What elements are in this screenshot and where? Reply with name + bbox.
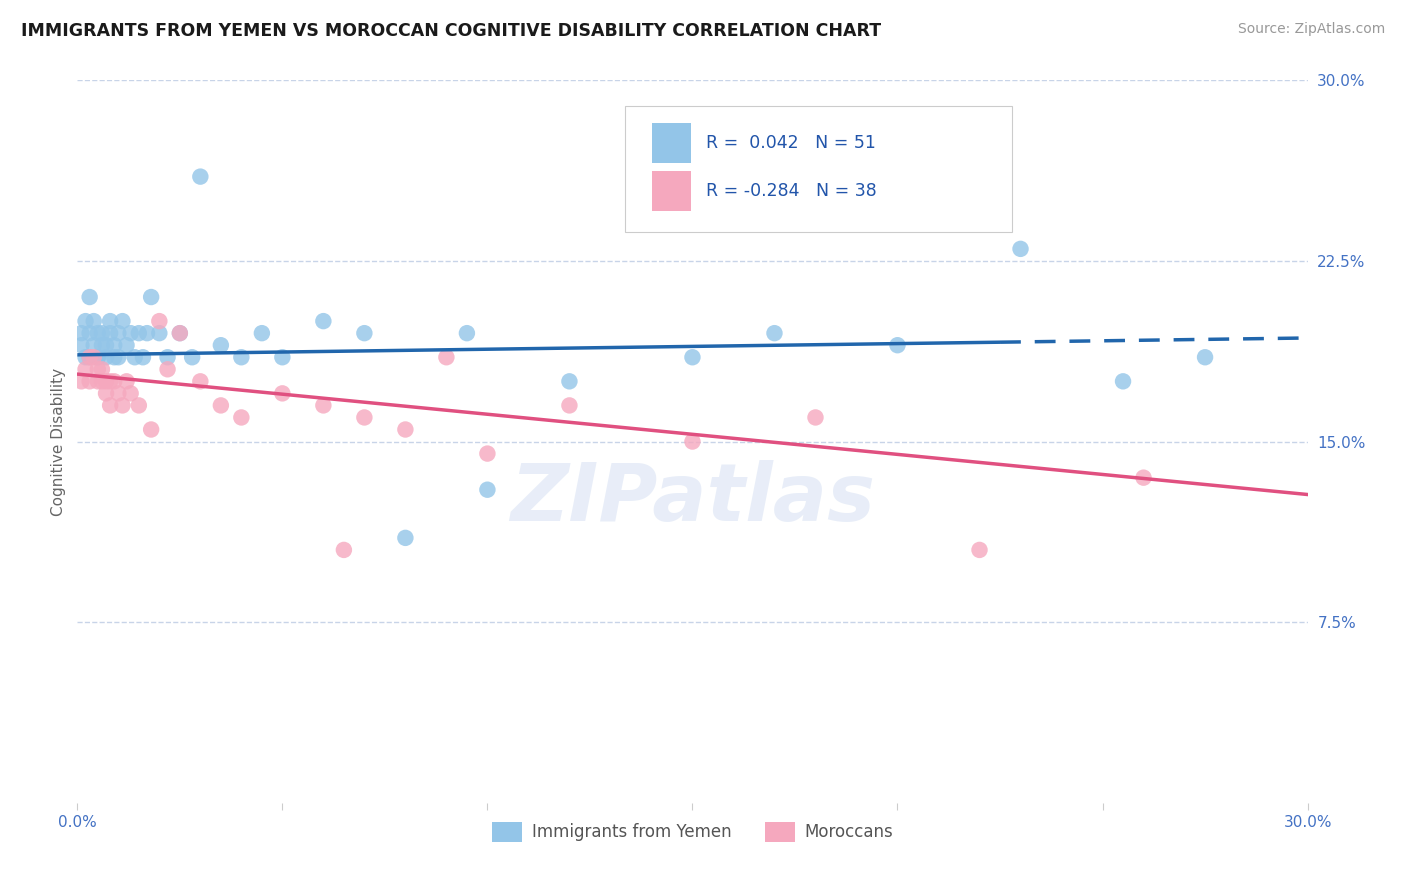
Point [103,374,125,388]
Point [124,350,146,364]
Point [1194,350,1216,364]
Point [79,374,101,388]
Point [70,338,93,352]
Point [477,446,499,460]
Point [128,398,150,412]
Point [333,542,356,557]
Point [231,350,253,364]
Point [94,338,117,352]
Point [79,290,101,304]
Point [115,374,138,388]
Point [188,169,212,184]
Point [107,350,129,364]
Legend: Immigrants from Yemen, Moroccans: Immigrants from Yemen, Moroccans [485,815,900,848]
Point [156,362,179,376]
Point [103,338,125,352]
Point [79,326,101,340]
Point [94,386,117,401]
Point [436,350,458,364]
Point [94,374,117,388]
Point [169,326,191,340]
Point [107,326,129,340]
Point [98,398,121,412]
Point [353,326,375,340]
Point [70,374,93,388]
Point [231,410,253,425]
Text: R = -0.284   N = 38: R = -0.284 N = 38 [706,182,877,200]
Y-axis label: Cognitive Disability: Cognitive Disability [51,368,66,516]
Point [79,350,101,364]
Point [87,374,110,388]
Point [394,422,416,436]
Text: Source: ZipAtlas.com: Source: ZipAtlas.com [1237,22,1385,37]
Point [148,314,170,328]
Point [98,314,121,328]
Text: IMMIGRANTS FROM YEMEN VS MOROCCAN COGNITIVE DISABILITY CORRELATION CHART: IMMIGRANTS FROM YEMEN VS MOROCCAN COGNIT… [21,22,882,40]
Point [148,326,170,340]
Point [271,386,294,401]
Point [394,531,416,545]
Point [181,350,204,364]
Point [87,350,110,364]
Point [75,362,97,376]
Point [107,386,129,401]
Point [312,314,335,328]
Point [558,374,581,388]
Point [1112,374,1135,388]
Point [103,350,125,364]
Point [763,326,786,340]
Point [120,326,142,340]
Point [250,326,273,340]
Point [804,410,827,425]
FancyBboxPatch shape [652,171,692,211]
Point [209,338,232,352]
Point [87,326,110,340]
Point [353,410,375,425]
Point [90,374,114,388]
Point [90,326,114,340]
Point [141,422,163,436]
Point [79,350,101,364]
FancyBboxPatch shape [652,123,692,163]
Point [75,314,97,328]
Text: R =  0.042   N = 51: R = 0.042 N = 51 [706,134,876,153]
Point [969,542,991,557]
Point [87,362,110,376]
Point [120,386,142,401]
Point [111,314,134,328]
Point [1132,470,1154,484]
Point [312,398,335,412]
Point [558,398,581,412]
Point [682,350,704,364]
Point [682,434,704,449]
Point [83,338,105,352]
Point [271,350,294,364]
Point [94,350,117,364]
Point [75,350,97,364]
Point [188,374,212,388]
Point [98,326,121,340]
FancyBboxPatch shape [624,105,1012,232]
Point [83,314,105,328]
Point [141,290,163,304]
Text: ZIPatlas: ZIPatlas [510,460,875,539]
Point [169,326,191,340]
Point [87,350,110,364]
Point [90,362,114,376]
Point [156,350,179,364]
Point [115,338,138,352]
Point [128,326,150,340]
Point [83,350,105,364]
Point [111,398,134,412]
Point [136,326,159,340]
Point [70,326,93,340]
Point [90,338,114,352]
Point [886,338,908,352]
Point [1010,242,1032,256]
Point [98,374,121,388]
Point [456,326,478,340]
Point [209,398,232,412]
Point [132,350,155,364]
Point [477,483,499,497]
